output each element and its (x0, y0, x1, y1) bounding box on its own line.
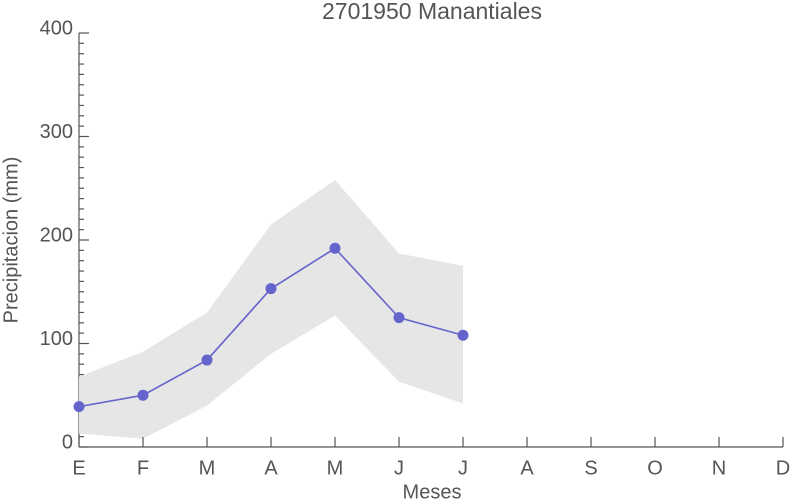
x-tick-label: M (199, 457, 216, 479)
data-point (393, 312, 405, 324)
data-point (329, 242, 341, 254)
data-point (137, 389, 149, 401)
x-tick-label: F (137, 457, 149, 479)
chart-title: 2701950 Manantiales (322, 0, 542, 24)
y-tick-label: 100 (40, 328, 73, 350)
x-tick-label: J (394, 457, 404, 479)
y-tick-label: 200 (40, 224, 73, 246)
range-band (79, 179, 463, 439)
x-tick-label: A (264, 457, 278, 479)
y-axis-label: Precipitacion (mm) (0, 157, 22, 324)
x-tick-label: A (520, 457, 534, 479)
x-tick-label: E (72, 457, 85, 479)
x-tick-label: S (584, 457, 597, 479)
data-point (457, 329, 469, 341)
x-tick-label: J (458, 457, 468, 479)
x-axis-label: Meses (403, 481, 462, 503)
y-tick-label: 0 (62, 431, 73, 453)
x-tick-label: M (327, 457, 344, 479)
x-tick-label: O (647, 457, 663, 479)
y-tick-label: 300 (40, 121, 73, 143)
x-tick-label: D (776, 457, 790, 479)
x-tick-label: N (712, 457, 726, 479)
data-point (73, 401, 85, 413)
y-tick-label: 400 (40, 17, 73, 39)
data-point (265, 283, 277, 295)
data-point (201, 354, 213, 366)
